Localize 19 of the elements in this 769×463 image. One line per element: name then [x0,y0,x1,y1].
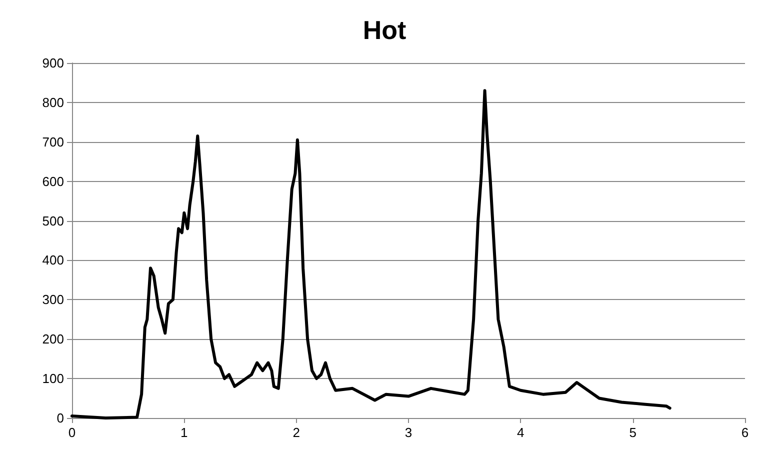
x-tick-label: 0 [68,425,76,440]
y-tick-label: 0 [56,410,64,426]
y-tick-label: 900 [42,56,64,70]
chart-title: Hot [362,15,406,45]
y-tick-label: 700 [42,134,64,150]
x-tick-label: 5 [629,425,636,440]
x-tick-label: 2 [292,425,300,440]
y-tick-label: 100 [42,371,64,386]
y-tick-label: 200 [42,332,64,347]
line-series [70,89,672,420]
x-tick-label: 6 [741,425,749,440]
y-tick-label: 400 [42,252,64,268]
x-tick-label: 3 [404,425,412,440]
y-tick-label: 600 [42,174,64,189]
y-tick-label: 800 [42,94,64,110]
x-tick-label: 4 [517,425,524,440]
y-tick-label: 300 [42,292,64,308]
x-tick-label: 1 [180,425,188,440]
y-tick-label: 500 [42,213,64,228]
